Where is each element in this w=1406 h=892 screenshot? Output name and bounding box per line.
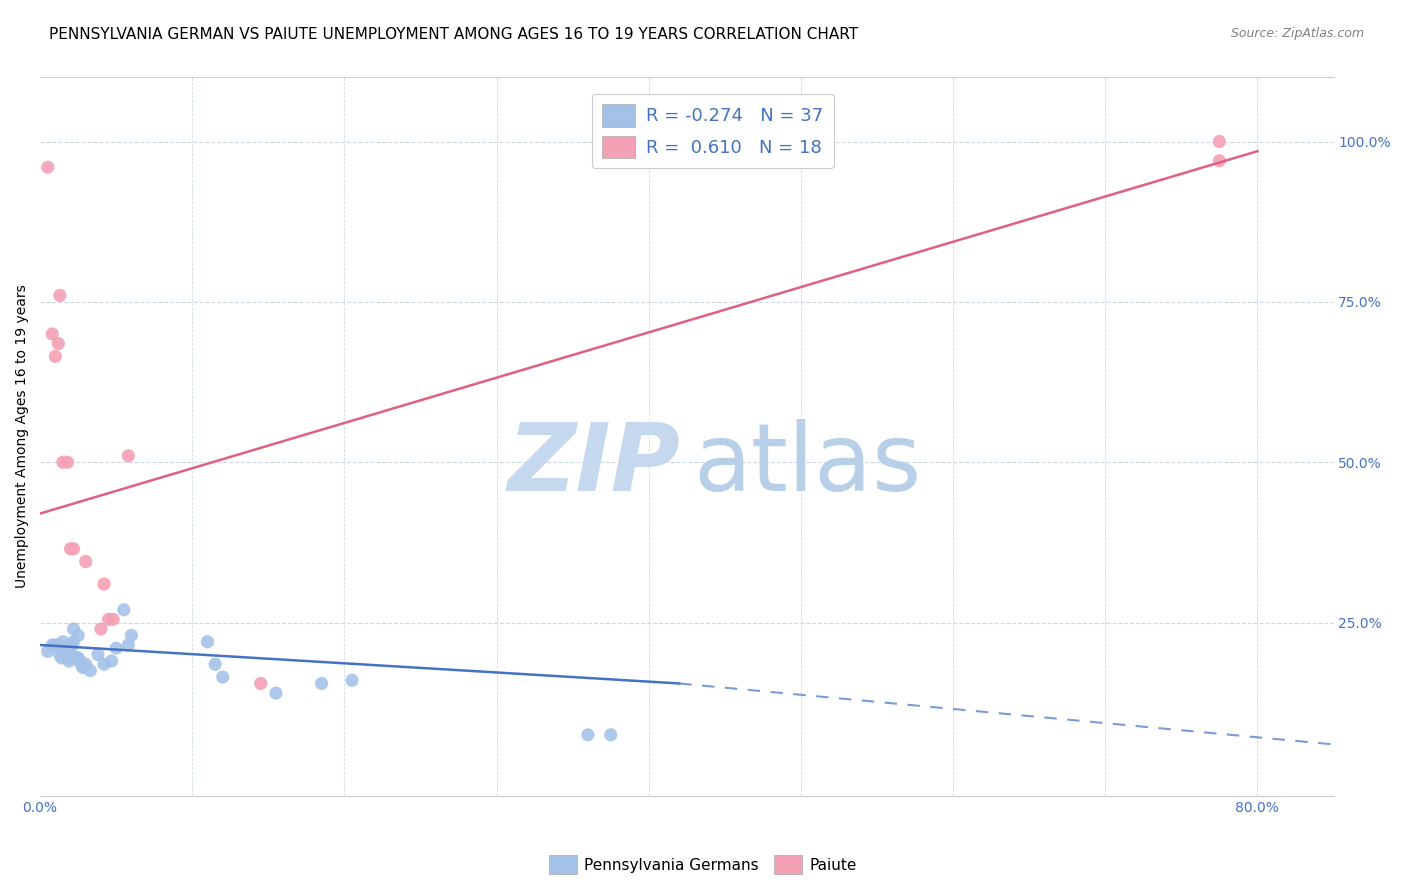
Point	[105, 641, 128, 656]
Point	[97, 612, 120, 626]
Point	[100, 654, 122, 668]
Point	[87, 648, 110, 662]
Point	[62, 541, 84, 556]
Point	[93, 657, 115, 672]
Point	[56, 650, 79, 665]
Point	[197, 634, 219, 648]
Point	[37, 644, 59, 658]
Point	[59, 641, 82, 656]
Point	[1208, 135, 1230, 149]
Text: ZIP: ZIP	[508, 419, 681, 511]
Point	[576, 728, 599, 742]
Point	[311, 676, 333, 690]
Y-axis label: Unemployment Among Ages 16 to 19 years: Unemployment Among Ages 16 to 19 years	[15, 285, 30, 589]
Point	[120, 628, 142, 642]
Point	[52, 455, 75, 469]
Point	[63, 650, 86, 665]
Point	[51, 650, 73, 665]
Point	[37, 160, 59, 174]
Point	[117, 638, 139, 652]
Point	[60, 638, 83, 652]
Point	[69, 654, 91, 668]
Point	[117, 449, 139, 463]
Point	[93, 577, 115, 591]
Point	[48, 638, 70, 652]
Point	[67, 628, 90, 642]
Point	[249, 676, 271, 690]
Point	[112, 603, 135, 617]
Point	[59, 541, 82, 556]
Point	[62, 622, 84, 636]
Point	[204, 657, 226, 672]
Point	[79, 664, 101, 678]
Point	[101, 612, 124, 626]
Legend: Pennsylvania Germans, Paiute: Pennsylvania Germans, Paiute	[543, 849, 863, 880]
Point	[48, 336, 70, 351]
Point	[75, 555, 97, 569]
Point	[62, 634, 84, 648]
Text: Source: ZipAtlas.com: Source: ZipAtlas.com	[1230, 27, 1364, 40]
Point	[340, 673, 363, 688]
Point	[41, 638, 63, 652]
Point	[264, 686, 287, 700]
Point	[70, 657, 93, 672]
Point	[1208, 153, 1230, 168]
Point	[56, 455, 79, 469]
Point	[44, 350, 66, 364]
Point	[44, 638, 66, 652]
Point	[211, 670, 233, 684]
Legend: R = -0.274   N = 37, R =  0.610   N = 18: R = -0.274 N = 37, R = 0.610 N = 18	[592, 94, 834, 169]
Point	[599, 728, 621, 742]
Text: PENNSYLVANIA GERMAN VS PAIUTE UNEMPLOYMENT AMONG AGES 16 TO 19 YEARS CORRELATION: PENNSYLVANIA GERMAN VS PAIUTE UNEMPLOYME…	[49, 27, 858, 42]
Point	[58, 654, 80, 668]
Point	[49, 648, 72, 662]
Point	[75, 657, 97, 672]
Text: atlas: atlas	[693, 419, 921, 511]
Point	[53, 641, 76, 656]
Point	[67, 650, 90, 665]
Point	[41, 326, 63, 341]
Point	[49, 288, 72, 302]
Point	[90, 622, 112, 636]
Point	[52, 634, 75, 648]
Point	[72, 660, 94, 674]
